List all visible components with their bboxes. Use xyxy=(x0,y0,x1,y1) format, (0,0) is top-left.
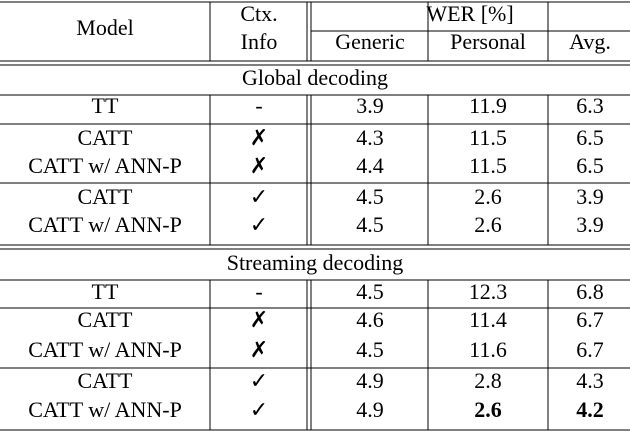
wer-value: 6.8 xyxy=(576,279,604,304)
wer-value: 4.5 xyxy=(356,212,384,237)
model-name: TT xyxy=(92,93,119,118)
wer-value: 4.5 xyxy=(356,184,384,209)
wer-value: 6.3 xyxy=(576,93,604,118)
wer-value: 3.9 xyxy=(576,212,604,237)
wer-value: 6.7 xyxy=(576,337,604,362)
context-flag: ✓ xyxy=(250,368,268,393)
wer-value: 3.9 xyxy=(576,184,604,209)
wer-value: 2.8 xyxy=(474,368,502,393)
model-name: CATT w/ ANN-P xyxy=(28,212,182,237)
wer-value: 11.9 xyxy=(469,93,507,118)
wer-value: 4.9 xyxy=(356,397,384,422)
wer-value: 4.9 xyxy=(356,368,384,393)
wer-value: 12.3 xyxy=(469,279,508,304)
context-flag: ✓ xyxy=(250,397,268,422)
wer-value: 2.6 xyxy=(474,397,502,422)
header-wer: WER [%] xyxy=(426,1,513,26)
model-name: TT xyxy=(92,279,119,304)
wer-value: 11.4 xyxy=(469,307,507,332)
context-flag: ✓ xyxy=(250,212,268,237)
wer-value: 4.3 xyxy=(356,125,384,150)
header-column: Generic xyxy=(335,29,405,54)
header-context: Info xyxy=(241,29,278,54)
context-flag: ✓ xyxy=(250,184,268,209)
model-name: CATT xyxy=(78,368,134,393)
wer-value: 4.6 xyxy=(356,307,384,332)
model-name: CATT w/ ANN-P xyxy=(28,153,182,178)
wer-value: 6.5 xyxy=(576,153,604,178)
wer-value: 4.4 xyxy=(356,153,384,178)
wer-value: 4.3 xyxy=(576,368,604,393)
wer-value: 4.5 xyxy=(356,279,384,304)
context-flag: - xyxy=(255,279,262,304)
section-title: Streaming decoding xyxy=(227,250,404,275)
header-context: Ctx. xyxy=(240,1,277,26)
header-column: Avg. xyxy=(569,29,611,54)
wer-value: 6.5 xyxy=(576,125,604,150)
header-model: Model xyxy=(76,15,133,40)
model-name: CATT xyxy=(78,125,134,150)
model-name: CATT xyxy=(78,307,134,332)
model-name: CATT w/ ANN-P xyxy=(28,397,182,422)
context-flag: ✗ xyxy=(250,125,268,150)
wer-value: 2.6 xyxy=(474,212,502,237)
wer-value: 11.5 xyxy=(469,153,507,178)
context-flag: ✗ xyxy=(250,307,268,332)
model-name: CATT w/ ANN-P xyxy=(28,337,182,362)
context-flag: - xyxy=(255,93,262,118)
context-flag: ✗ xyxy=(250,153,268,178)
section-title: Global decoding xyxy=(242,65,388,90)
wer-value: 4.5 xyxy=(356,337,384,362)
model-name: CATT xyxy=(78,184,134,209)
wer-value: 6.7 xyxy=(576,307,604,332)
wer-value: 2.6 xyxy=(474,184,502,209)
wer-value: 4.2 xyxy=(576,397,604,422)
context-flag: ✗ xyxy=(250,337,268,362)
wer-value: 11.6 xyxy=(469,337,507,362)
wer-value: 3.9 xyxy=(356,93,384,118)
wer-value: 11.5 xyxy=(469,125,507,150)
header-column: Personal xyxy=(450,29,526,54)
